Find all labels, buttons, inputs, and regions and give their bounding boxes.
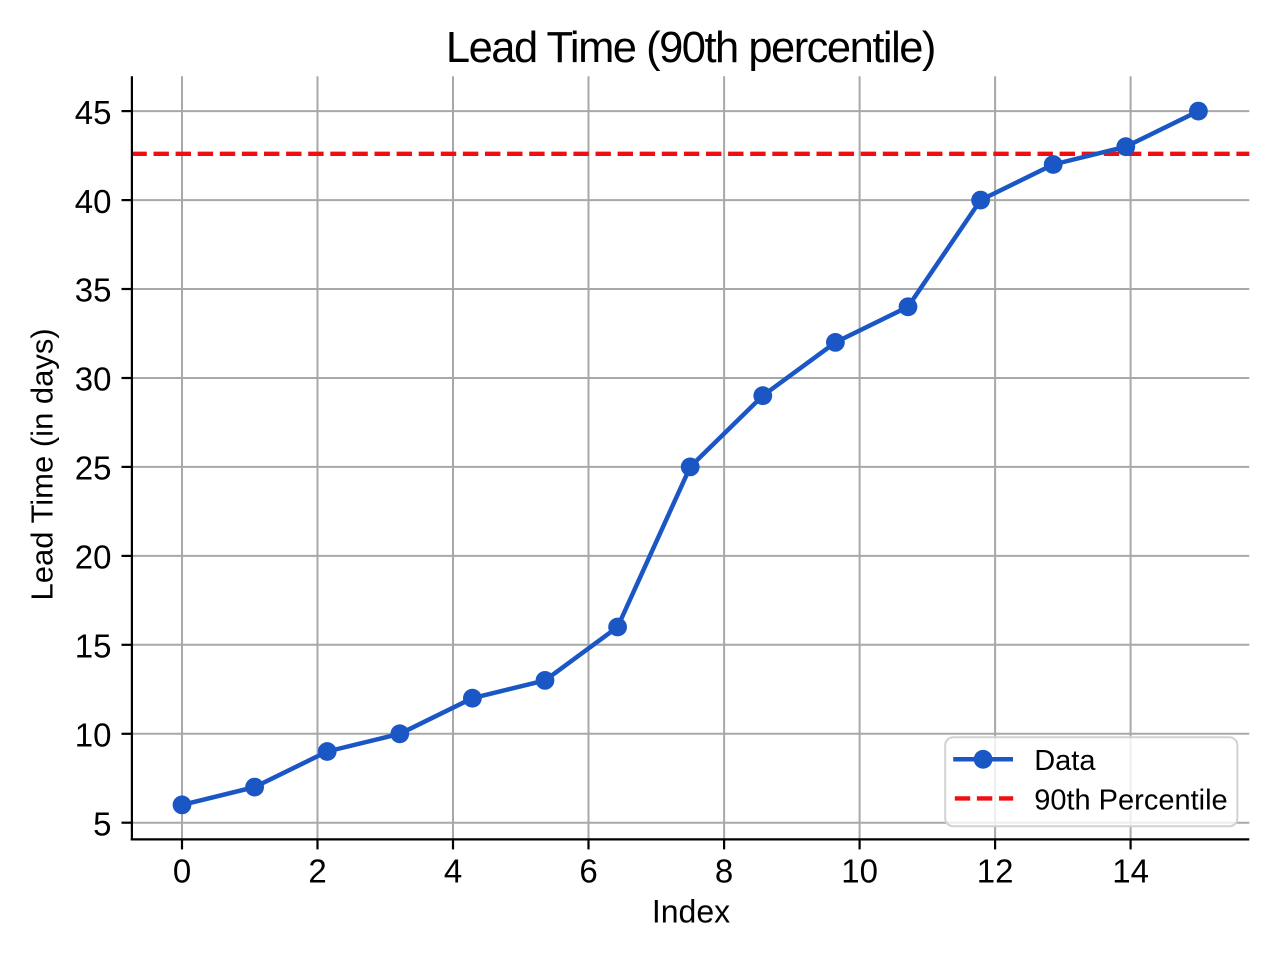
svg-text:Lead Time (90th percentile): Lead Time (90th percentile) (446, 24, 935, 72)
svg-text:20: 20 (75, 539, 112, 576)
svg-text:2: 2 (308, 852, 326, 889)
svg-text:25: 25 (75, 450, 112, 487)
svg-text:0: 0 (173, 852, 191, 889)
svg-text:90th Percentile: 90th Percentile (1034, 785, 1227, 817)
svg-text:Index: Index (652, 894, 730, 930)
svg-text:6: 6 (579, 852, 597, 889)
svg-text:14: 14 (1112, 852, 1149, 889)
svg-text:40: 40 (75, 183, 112, 220)
svg-text:30: 30 (75, 361, 112, 398)
svg-text:10: 10 (841, 852, 878, 889)
svg-text:4: 4 (444, 852, 462, 889)
svg-text:8: 8 (715, 852, 733, 889)
svg-text:Lead Time (in days): Lead Time (in days) (24, 328, 59, 600)
svg-text:Data: Data (1034, 745, 1096, 777)
svg-text:35: 35 (75, 272, 112, 309)
svg-text:12: 12 (977, 852, 1014, 889)
svg-text:45: 45 (75, 94, 112, 131)
svg-text:10: 10 (75, 717, 112, 754)
svg-text:15: 15 (75, 628, 112, 665)
svg-text:5: 5 (93, 805, 111, 842)
